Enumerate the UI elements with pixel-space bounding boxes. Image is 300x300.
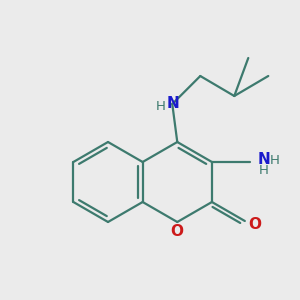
Text: H: H <box>270 154 280 167</box>
Text: H: H <box>155 100 165 112</box>
Text: O: O <box>170 224 183 239</box>
Text: N: N <box>167 97 180 112</box>
Text: H: H <box>259 164 269 178</box>
Text: O: O <box>248 217 261 232</box>
Text: N: N <box>257 152 270 167</box>
